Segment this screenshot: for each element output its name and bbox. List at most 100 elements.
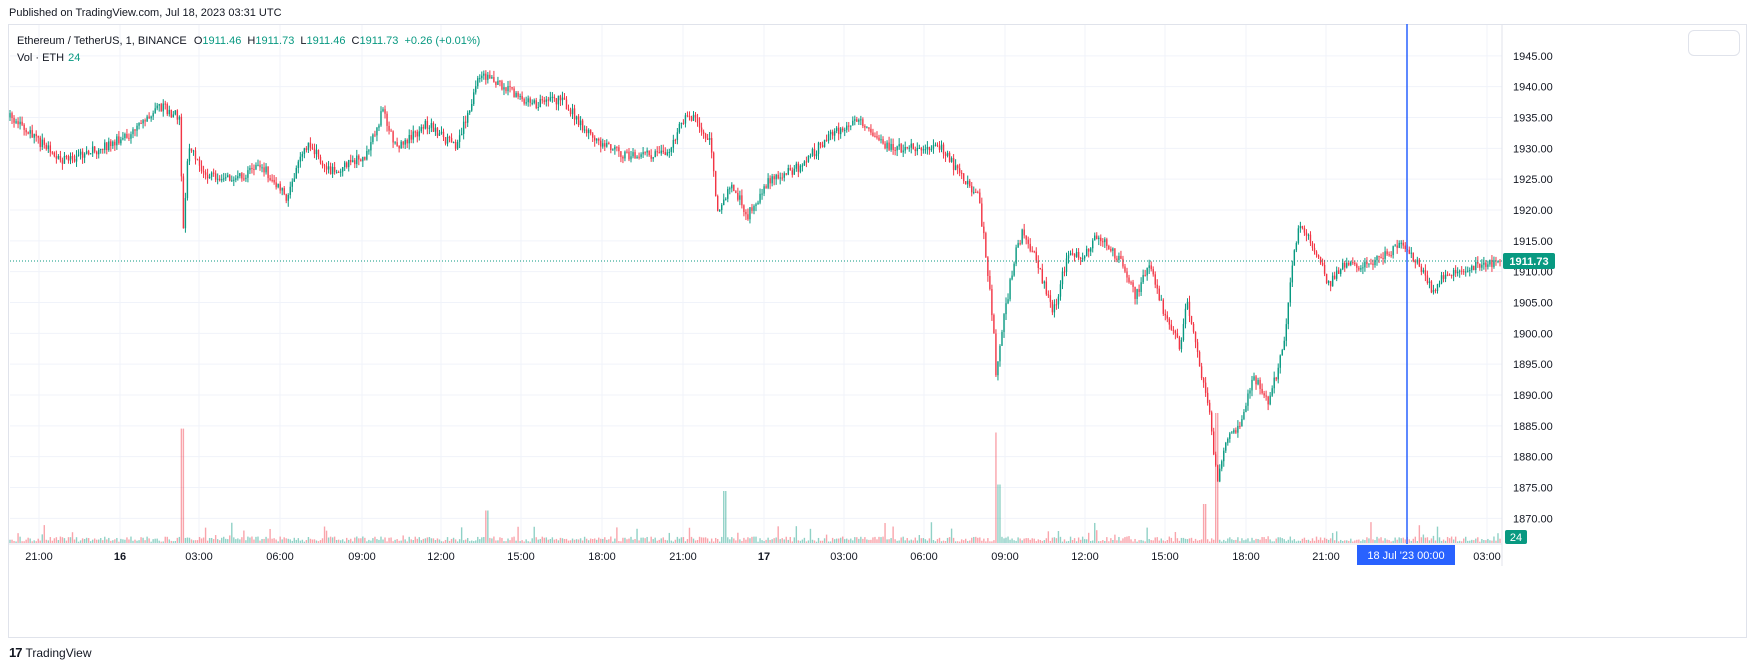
volume-bar	[27, 537, 29, 543]
candle-body	[1458, 270, 1461, 272]
volume-bar	[821, 540, 824, 543]
volume-bar	[1436, 526, 1439, 543]
volume-bar	[932, 540, 935, 543]
volume-bar	[1283, 539, 1285, 543]
candle-body	[27, 132, 29, 134]
candle-body	[874, 135, 876, 137]
volume-bar	[952, 537, 955, 543]
candle-body	[1061, 271, 1064, 285]
candle-body	[844, 129, 846, 131]
volume-bar	[852, 540, 854, 543]
candle-body	[618, 147, 620, 152]
candle-body	[1212, 431, 1215, 455]
candle-body	[573, 108, 576, 120]
candle-body	[1335, 270, 1338, 279]
volume-bar	[833, 539, 836, 543]
candle-body	[924, 149, 927, 151]
volume-bar	[1055, 538, 1058, 543]
volume-bar	[678, 538, 681, 543]
candle-body	[926, 146, 929, 150]
volume-bar	[1154, 537, 1156, 543]
volume-bar	[53, 538, 56, 543]
volume-bar	[973, 536, 975, 543]
volume-bar	[1118, 536, 1120, 543]
candle-body	[878, 137, 880, 141]
candle-body	[380, 111, 382, 126]
scale-options-button[interactable]	[1688, 30, 1740, 56]
candle-body	[652, 157, 654, 159]
candle-body	[585, 129, 588, 134]
candle-body	[696, 117, 699, 123]
candle-body	[368, 150, 370, 152]
candle-body	[29, 130, 31, 134]
candle-body	[156, 105, 158, 109]
candle-body	[337, 172, 340, 174]
candle-body	[190, 148, 193, 151]
volume-bar	[1458, 540, 1461, 543]
candle-body	[1104, 239, 1106, 243]
volume-bar	[1430, 538, 1433, 543]
candle-body	[1499, 260, 1501, 262]
candle-body	[323, 165, 326, 167]
volume-bar	[710, 538, 713, 543]
volume-bar	[218, 540, 221, 543]
volume-bar	[769, 539, 771, 543]
candle-body	[460, 133, 463, 136]
candle-body	[688, 115, 691, 117]
candle-body	[797, 163, 800, 172]
candle-body	[158, 104, 160, 106]
candle-body	[1239, 425, 1241, 427]
candle-body	[908, 147, 910, 149]
candle-body	[1479, 263, 1481, 268]
volume-bar	[636, 528, 638, 543]
volume-bar	[989, 541, 991, 543]
volume-label[interactable]: Vol · ETH	[17, 52, 65, 64]
candle-body	[116, 136, 118, 146]
candle-body	[987, 257, 989, 276]
legend-open-label: O	[193, 35, 203, 47]
volume-bar	[142, 537, 144, 543]
volume-bar	[670, 540, 673, 543]
candle-body	[1098, 237, 1100, 240]
volume-bar	[1362, 539, 1364, 543]
candle-body	[1075, 251, 1078, 257]
volume-bar	[1176, 538, 1179, 543]
volume-bar	[708, 541, 711, 543]
volume-bar	[491, 538, 493, 543]
volume-bar	[930, 522, 933, 543]
volume-bar	[479, 539, 481, 543]
volume-bar	[1174, 532, 1177, 543]
candle-body	[886, 142, 888, 149]
candle-body	[414, 131, 416, 133]
candle-body	[273, 179, 275, 183]
volume-bar	[1007, 536, 1009, 543]
volume-bar	[55, 537, 58, 543]
footer-brand[interactable]: 17 TradingView	[9, 645, 92, 660]
candle-body	[620, 151, 622, 157]
candle-body	[759, 193, 761, 203]
volume-bar	[958, 541, 961, 543]
volume-bar	[428, 537, 431, 543]
candle-body	[45, 144, 47, 150]
volume-bar	[11, 539, 13, 543]
volume-bar	[289, 539, 291, 543]
volume-bar	[73, 539, 76, 543]
volume-bar	[977, 537, 979, 543]
candle-body	[712, 152, 715, 172]
volume-bar	[1090, 540, 1092, 543]
candle-body	[1317, 255, 1320, 258]
volume-bar	[212, 539, 215, 543]
volume-bar	[1094, 522, 1096, 543]
volume-bar	[1291, 540, 1294, 543]
candle-body	[964, 181, 967, 185]
candle-body	[1122, 258, 1124, 267]
candle-body	[412, 131, 414, 140]
candle-body	[839, 128, 842, 135]
candle-body	[817, 142, 820, 154]
legend-symbol[interactable]: Ethereum / TetherUS, 1, BINANCE	[17, 35, 187, 47]
x-tick-label: 21:00	[1312, 551, 1340, 563]
volume-bar	[557, 540, 560, 543]
candle-body	[928, 146, 931, 151]
volume-bar	[626, 539, 628, 543]
